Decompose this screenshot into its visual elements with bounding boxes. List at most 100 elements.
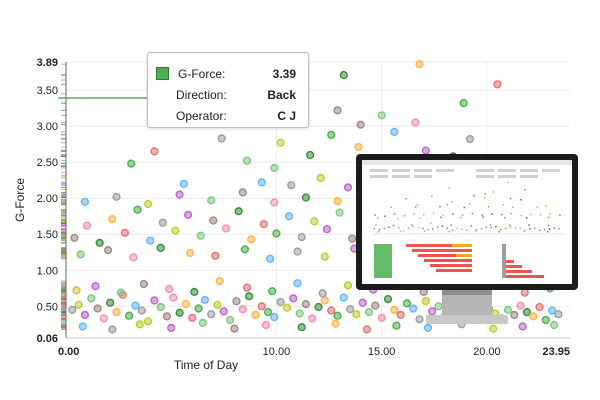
data-point[interactable] <box>547 306 557 315</box>
data-point[interactable] <box>268 287 277 296</box>
data-point[interactable] <box>240 245 250 254</box>
data-point[interactable] <box>188 313 197 322</box>
data-point[interactable] <box>106 298 115 307</box>
data-point[interactable] <box>489 324 498 333</box>
data-point[interactable] <box>116 288 125 297</box>
data-point[interactable] <box>156 243 165 253</box>
data-point[interactable] <box>91 282 100 291</box>
data-point[interactable] <box>74 300 83 310</box>
data-point[interactable] <box>232 297 241 306</box>
data-point[interactable] <box>156 302 165 312</box>
data-point[interactable] <box>377 111 386 120</box>
data-point[interactable] <box>171 226 180 235</box>
data-point[interactable] <box>150 296 159 305</box>
data-point[interactable] <box>272 229 281 238</box>
data-point[interactable] <box>133 205 142 214</box>
data-point[interactable] <box>415 60 424 69</box>
data-point[interactable] <box>238 305 247 314</box>
data-point[interactable] <box>402 299 412 308</box>
data-point[interactable] <box>146 236 155 245</box>
data-point[interactable] <box>158 218 167 227</box>
data-point[interactable] <box>135 320 144 329</box>
data-point[interactable] <box>226 315 235 325</box>
data-point[interactable] <box>270 163 279 173</box>
data-point[interactable] <box>108 325 117 334</box>
data-point[interactable] <box>179 179 188 188</box>
data-point[interactable] <box>308 314 317 323</box>
data-point[interactable] <box>333 197 342 206</box>
data-point[interactable] <box>125 311 134 320</box>
data-point[interactable] <box>127 159 136 168</box>
data-point[interactable] <box>139 279 149 289</box>
data-point[interactable] <box>362 325 372 334</box>
data-point[interactable] <box>78 322 87 331</box>
data-point[interactable] <box>99 314 109 323</box>
data-point[interactable] <box>318 289 327 298</box>
data-point[interactable] <box>169 293 178 302</box>
data-point[interactable] <box>301 193 311 202</box>
data-point[interactable] <box>293 279 302 288</box>
data-point[interactable] <box>165 284 174 294</box>
data-point[interactable] <box>287 181 296 190</box>
data-point[interactable] <box>550 320 559 330</box>
data-point[interactable] <box>200 295 210 304</box>
data-point[interactable] <box>322 225 332 234</box>
data-point[interactable] <box>297 323 306 332</box>
data-point[interactable] <box>390 127 399 137</box>
data-point[interactable] <box>522 308 532 317</box>
data-point[interactable] <box>276 297 285 307</box>
data-point[interactable] <box>184 210 193 219</box>
data-point[interactable] <box>144 199 153 209</box>
data-point[interactable] <box>68 305 77 315</box>
data-point[interactable] <box>415 315 424 324</box>
data-point[interactable] <box>207 196 216 205</box>
data-point[interactable] <box>503 305 513 315</box>
data-point[interactable] <box>434 302 443 311</box>
data-point[interactable] <box>409 304 418 313</box>
data-point[interactable] <box>82 221 92 230</box>
data-point[interactable] <box>396 310 405 320</box>
data-point[interactable] <box>261 320 271 330</box>
data-point[interactable] <box>150 147 159 156</box>
data-point[interactable] <box>327 306 336 315</box>
data-point[interactable] <box>211 251 220 260</box>
data-point[interactable] <box>276 138 285 147</box>
data-point[interactable] <box>215 277 224 286</box>
data-point[interactable] <box>129 253 138 262</box>
data-point[interactable] <box>339 293 348 302</box>
data-point[interactable] <box>541 315 550 325</box>
data-point[interactable] <box>327 130 336 139</box>
data-point[interactable] <box>234 207 243 216</box>
data-point[interactable] <box>131 301 140 310</box>
data-point[interactable] <box>266 254 275 263</box>
data-point[interactable] <box>263 308 273 317</box>
data-point[interactable] <box>221 224 231 233</box>
data-point[interactable] <box>356 120 365 129</box>
data-point[interactable] <box>76 250 85 259</box>
data-point[interactable] <box>289 294 298 303</box>
data-point[interactable] <box>257 302 266 311</box>
data-point[interactable] <box>411 118 420 127</box>
data-point[interactable] <box>306 150 315 160</box>
data-point[interactable] <box>198 318 207 328</box>
data-point[interactable] <box>343 281 353 290</box>
data-point[interactable] <box>333 106 342 115</box>
data-point[interactable] <box>358 298 367 307</box>
data-point[interactable] <box>346 305 355 314</box>
data-point[interactable] <box>80 310 90 320</box>
data-point[interactable] <box>196 231 205 240</box>
data-point[interactable] <box>331 319 340 328</box>
data-point[interactable] <box>219 307 228 316</box>
data-point[interactable] <box>230 324 239 333</box>
data-point[interactable] <box>270 198 279 207</box>
data-point[interactable] <box>518 322 527 331</box>
data-point[interactable] <box>535 302 544 312</box>
data-point[interactable] <box>137 306 146 315</box>
data-point[interactable] <box>554 310 563 319</box>
data-point[interactable] <box>217 134 226 143</box>
data-point[interactable] <box>242 156 252 165</box>
data-point[interactable] <box>352 310 361 319</box>
data-point[interactable] <box>516 301 525 310</box>
data-point[interactable] <box>87 294 96 303</box>
data-point[interactable] <box>510 310 519 320</box>
